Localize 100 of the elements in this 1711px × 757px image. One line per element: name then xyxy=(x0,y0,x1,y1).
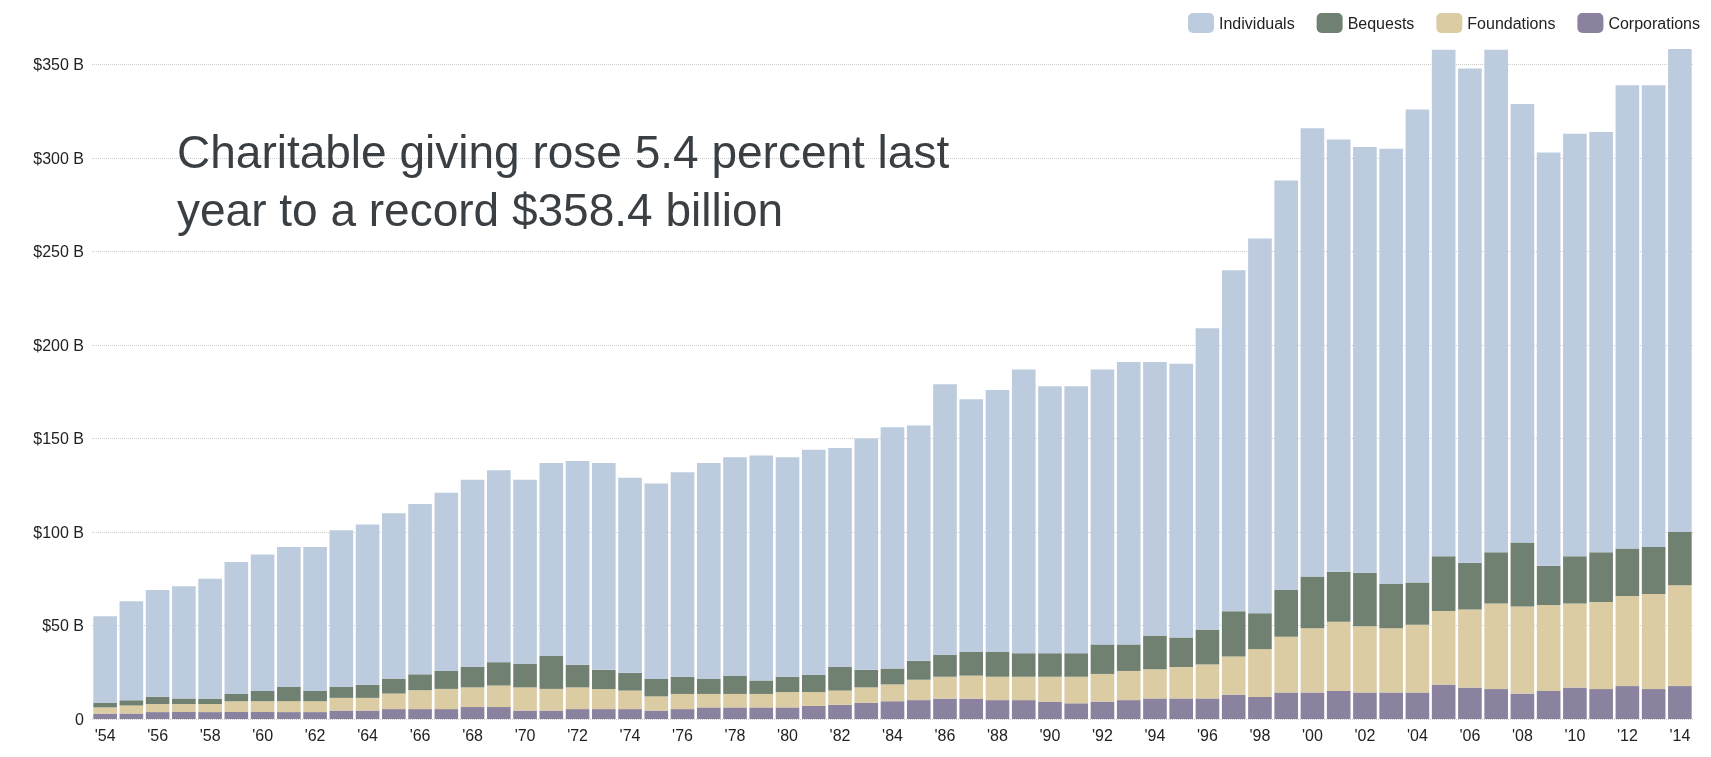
bar xyxy=(880,701,905,719)
bar xyxy=(1615,595,1640,687)
bar xyxy=(644,710,669,719)
bar xyxy=(1326,621,1351,691)
bar xyxy=(1064,703,1089,719)
bar xyxy=(1510,542,1535,607)
bar xyxy=(1274,590,1298,637)
bar xyxy=(198,698,222,705)
bar xyxy=(1274,692,1298,719)
legend-label: Bequests xyxy=(1347,14,1415,32)
bar xyxy=(670,676,695,694)
bar xyxy=(775,676,800,693)
x-tick-label: '98 xyxy=(1249,726,1271,744)
bar xyxy=(1038,386,1062,654)
bar xyxy=(1431,610,1456,685)
bar xyxy=(460,687,485,708)
bar xyxy=(1379,148,1403,585)
bar xyxy=(1431,684,1456,719)
legend-label: Foundations xyxy=(1467,14,1556,32)
bar xyxy=(172,586,196,699)
bar xyxy=(224,561,249,694)
bar xyxy=(1431,49,1456,557)
bar xyxy=(933,698,957,719)
bar xyxy=(1510,103,1535,543)
bar xyxy=(382,693,406,710)
bar xyxy=(513,479,537,664)
bar xyxy=(145,590,170,697)
x-tick-label: '68 xyxy=(462,726,484,744)
bar xyxy=(985,676,1010,701)
bar xyxy=(1536,690,1561,719)
bar xyxy=(1011,676,1036,701)
bar xyxy=(696,462,721,679)
bar xyxy=(119,601,144,701)
bar xyxy=(828,690,852,705)
bar xyxy=(1641,547,1666,595)
bar xyxy=(539,710,564,719)
bar xyxy=(1615,85,1640,549)
bar xyxy=(1116,670,1141,701)
bar xyxy=(303,701,327,713)
bar xyxy=(618,709,642,719)
bar xyxy=(1090,673,1115,702)
bar xyxy=(1116,700,1141,719)
bar xyxy=(198,578,222,699)
bar xyxy=(329,697,354,711)
bar xyxy=(906,700,931,719)
x-tick-label: '86 xyxy=(934,726,956,744)
x-tick-label: '84 xyxy=(882,726,904,744)
bar xyxy=(1248,696,1272,719)
bar xyxy=(1195,698,1220,719)
bar xyxy=(1536,152,1561,566)
bar xyxy=(1563,687,1587,719)
bar xyxy=(933,654,957,677)
bar xyxy=(93,702,117,708)
bar xyxy=(749,693,774,708)
bar xyxy=(1458,687,1482,719)
x-tick-label: '56 xyxy=(147,726,169,744)
bar xyxy=(854,669,879,688)
x-tick-label: '80 xyxy=(777,726,799,744)
x-tick-label: '92 xyxy=(1092,726,1113,744)
bar xyxy=(1143,698,1167,719)
bar xyxy=(408,504,432,675)
bar xyxy=(880,684,905,702)
y-tick-label: $350 B xyxy=(33,56,84,74)
bar xyxy=(1248,238,1272,614)
bar xyxy=(1353,146,1377,573)
y-tick-label: $100 B xyxy=(33,523,84,541)
bar xyxy=(1484,552,1508,604)
bar xyxy=(250,701,275,713)
bar xyxy=(933,384,957,655)
bar xyxy=(1038,701,1062,719)
bar xyxy=(1248,649,1272,697)
bar xyxy=(1353,626,1377,693)
bar xyxy=(1248,613,1272,650)
bar xyxy=(329,530,354,687)
bar xyxy=(1011,369,1036,654)
bar xyxy=(487,662,511,686)
bar xyxy=(93,707,117,714)
bar xyxy=(1668,686,1692,719)
bar xyxy=(1011,653,1036,677)
x-tick-label: '12 xyxy=(1616,726,1638,744)
bar xyxy=(1195,664,1220,699)
bar xyxy=(1668,532,1692,586)
bar xyxy=(670,693,695,710)
bar xyxy=(959,651,984,676)
bar xyxy=(1195,629,1220,665)
bar xyxy=(775,457,800,677)
bar xyxy=(1536,604,1561,691)
bar xyxy=(906,679,931,701)
bar xyxy=(1300,128,1325,577)
x-tick-label: '66 xyxy=(409,726,431,744)
bar xyxy=(591,689,616,710)
bar xyxy=(1064,676,1089,704)
bar xyxy=(591,669,616,690)
bar xyxy=(828,704,852,719)
x-tick-label: '10 xyxy=(1564,726,1586,744)
bar xyxy=(723,457,747,676)
bar xyxy=(93,713,117,719)
x-tick-label: '54 xyxy=(94,726,116,744)
bar xyxy=(985,700,1010,719)
x-tick-label: '78 xyxy=(724,726,746,744)
